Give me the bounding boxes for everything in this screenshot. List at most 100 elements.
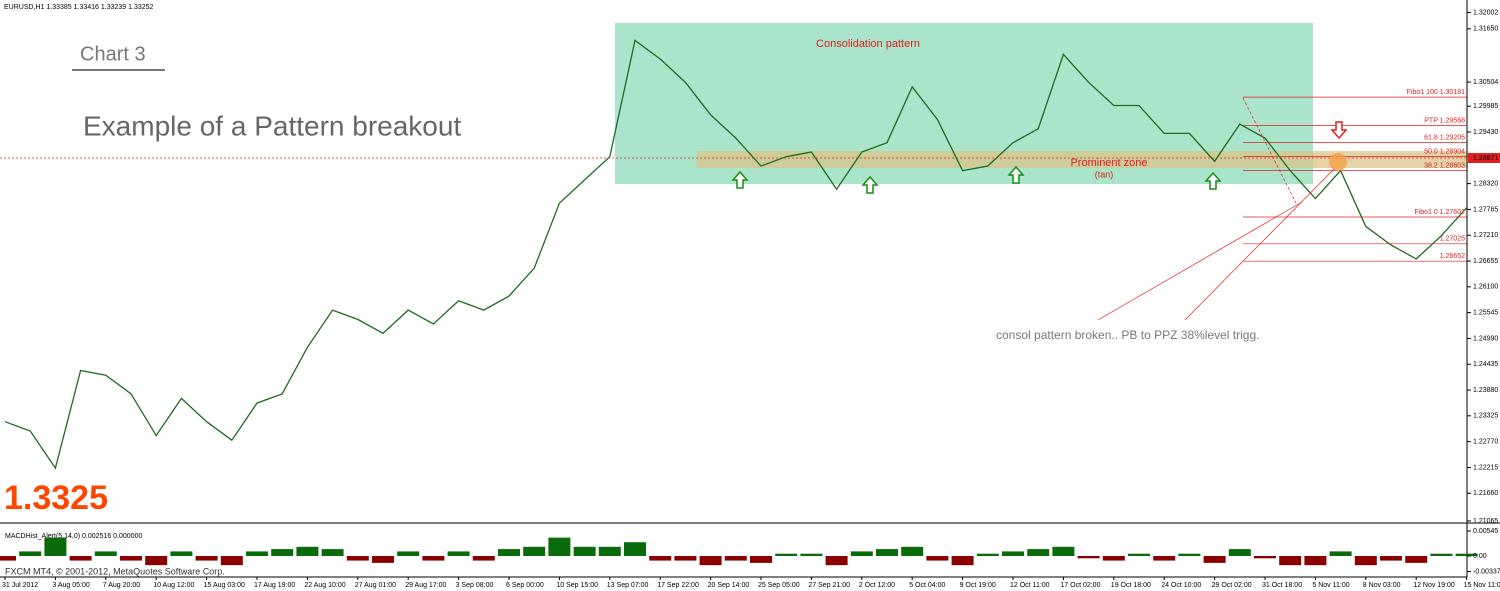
x-tick-label: 3 Sep 08:00 (456, 582, 494, 589)
macd-bar (699, 555, 722, 566)
fib-label: 50.0 1.28904 (1424, 148, 1465, 155)
x-tick-label: 2 Oct 12:00 (859, 582, 895, 589)
macd-bar (951, 555, 974, 566)
macd-bar (548, 537, 571, 556)
fib-label: Fibo1 0 1.27602 (1414, 209, 1465, 216)
x-tick-label: 6 Sep 00:00 (506, 582, 544, 589)
x-tick-label: 15 Aug 03:00 (204, 582, 245, 589)
macd-bar (170, 551, 193, 556)
macd-bar (1354, 555, 1377, 566)
x-tick-label: 17 Sep 22:00 (657, 582, 699, 589)
chart-label: Chart 3 (80, 43, 146, 65)
macd-bar (1102, 555, 1125, 561)
comment: consol pattern broken.. PB to PPZ 38%lev… (996, 328, 1259, 342)
fib-label: 1.27025 (1440, 236, 1465, 243)
x-tick-label: 10 Sep 15:00 (556, 582, 598, 589)
macd-bar (1027, 549, 1050, 556)
x-tick-label: 25 Sep 05:00 (758, 582, 800, 589)
macd-bar (447, 551, 470, 556)
x-tick-label: 12 Oct 11:00 (1010, 582, 1050, 589)
x-tick-label: 31 Jul 2012 (2, 582, 38, 589)
macd-bar (1329, 551, 1352, 556)
macd-bar (825, 555, 848, 566)
macd-bar (1077, 555, 1100, 559)
macd-bar (1380, 555, 1402, 561)
y-tick-label: 1.28320 (1473, 180, 1498, 187)
y-tick-label: 1.22770 (1473, 438, 1498, 445)
up-arrow (1204, 171, 1222, 190)
macd-title: MACDHist_Alert(5,14,0) 0.002516 0.000000 (5, 533, 142, 540)
macd-bar (1128, 553, 1150, 556)
up-arrow (1007, 165, 1025, 184)
zone-label: Prominent zone (1070, 157, 1147, 169)
macd-bar (69, 555, 92, 561)
macd-bar (145, 555, 168, 566)
macd-bar (775, 553, 798, 556)
y-tick-label: 1.24990 (1473, 335, 1498, 342)
x-tick-label: 27 Aug 01:00 (355, 582, 396, 589)
macd-bar (397, 551, 420, 556)
macd-bar (372, 555, 394, 563)
macd-bar (498, 549, 520, 556)
y-tick-label: 1.26100 (1473, 284, 1498, 291)
macd-tick-label: 0.00545 (1473, 528, 1498, 535)
y-tick-label: 1.23880 (1473, 387, 1498, 394)
macd-bar (649, 555, 672, 561)
macd-bar (422, 555, 445, 561)
x-tick-label: 15 Nov 11:00 (1464, 582, 1500, 589)
y-tick-label: 1.25545 (1473, 309, 1498, 316)
macd-bar (120, 555, 142, 561)
macd-bar (1153, 555, 1176, 561)
prominent-zone (697, 151, 1468, 168)
x-tick-label: 17 Oct 02:00 (1060, 582, 1100, 589)
x-tick-label: 8 Nov 03:00 (1363, 582, 1401, 589)
y-tick-label: 1.31650 (1473, 26, 1498, 33)
y-tick-label: 1.29430 (1473, 129, 1498, 136)
macd-bar (195, 555, 218, 561)
macd-bar (598, 546, 621, 556)
headline: Example of a Pattern breakout (83, 110, 461, 141)
layer (0, 39, 1468, 470)
macd-bar (0, 555, 16, 561)
macd-bar (472, 555, 495, 561)
macd-bar (724, 555, 747, 561)
big-price: 1.3325 (4, 479, 108, 517)
x-tick-label: 17 Aug 19:00 (254, 582, 295, 589)
macd-bar (1455, 553, 1478, 556)
macd-bar (1002, 551, 1024, 556)
pointer (1097, 201, 1303, 321)
trigger-mark (1329, 153, 1347, 171)
macd-bar (976, 553, 999, 556)
fib-label: Fibo1 100 1.30181 (1407, 89, 1465, 96)
fib-label: 1.26652 (1440, 253, 1465, 260)
up-arrow (861, 175, 879, 194)
macd-bar (1279, 555, 1302, 566)
y-tick-label: 1.30504 (1473, 79, 1498, 86)
up-arrows (731, 165, 1222, 194)
macd-bar (346, 555, 369, 561)
y-tick-label: 1.27765 (1473, 206, 1498, 213)
macd-bar (1254, 555, 1276, 559)
y-tick-label: 1.23325 (1473, 413, 1498, 420)
macd-bar (1052, 546, 1075, 556)
x-tick-label: 24 Oct 10:00 (1161, 582, 1201, 589)
x-tick-label: 9 Oct 19:00 (960, 582, 996, 589)
x-tick-label: 5 Nov 11:00 (1312, 582, 1349, 589)
macd-bar (271, 549, 294, 556)
macd-bar (321, 549, 344, 556)
macd-bar (1405, 555, 1428, 563)
macd-bar (1178, 553, 1201, 556)
y-tick-label: 1.32002 (1473, 9, 1498, 16)
symbol: EURUSD,H1 1.33385 1.33416 1.33239 1.3325… (4, 4, 154, 11)
down-arrow (1330, 121, 1348, 140)
macd-bar (573, 546, 596, 556)
zone-note: (tan) (1095, 169, 1114, 179)
macd-bar (296, 546, 319, 556)
x-tick-label: 5 Oct 04:00 (909, 582, 945, 589)
x-tick-label: 31 Oct 18:00 (1262, 582, 1302, 589)
macd-bar (1228, 549, 1251, 556)
macd-bar (523, 546, 546, 556)
box-label: Consolidation pattern (816, 38, 920, 50)
x-tick-label: 3 Aug 05:00 (52, 582, 89, 589)
